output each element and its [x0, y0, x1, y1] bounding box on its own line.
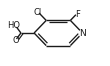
Text: O: O: [13, 36, 19, 45]
Text: Cl: Cl: [34, 8, 42, 17]
Text: F: F: [75, 10, 80, 19]
Text: HO: HO: [7, 21, 20, 30]
Text: N: N: [79, 29, 86, 37]
